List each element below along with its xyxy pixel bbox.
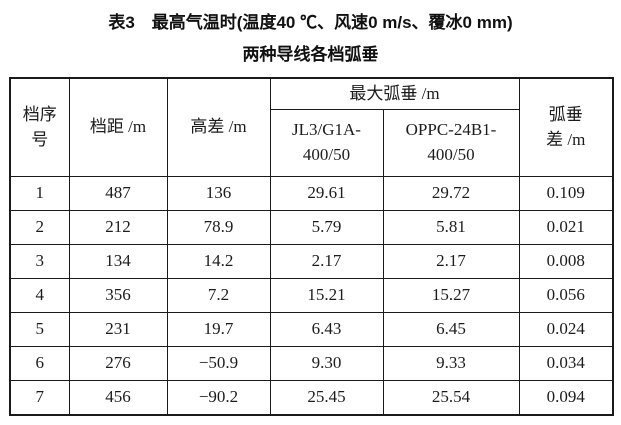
table-cell: 29.61 [269, 176, 384, 211]
table-cell: 3 [9, 244, 70, 279]
header-sag-diff-line1: 弧垂 [548, 104, 583, 124]
header-conductor-oppc-line2: 400/50 [427, 145, 475, 164]
table-cell: 9.33 [382, 346, 520, 381]
table-cell: 6.45 [382, 312, 520, 347]
table-row: 3 134 14.2 2.17 2.17 0.008 [9, 244, 614, 279]
table-cell: 4 [9, 278, 70, 313]
table-cell: 0.056 [518, 278, 614, 313]
table-cell: −90.2 [166, 380, 271, 416]
header-max-sag: 最大弧垂 /m [269, 77, 520, 110]
table-cell: 0.109 [518, 176, 614, 211]
header-conductor-jl3-line2: 400/50 [302, 145, 351, 164]
table-row: 2 212 78.9 5.79 5.81 0.021 [9, 210, 614, 245]
header-conductor-oppc: OPPC-24B1- 400/50 [382, 109, 520, 177]
table-row: 5 231 19.7 6.43 6.45 0.024 [9, 312, 614, 347]
table-cell: 0.034 [518, 346, 614, 381]
table-cell: 136 [166, 176, 271, 211]
header-conductor-oppc-line1: OPPC-24B1- [405, 120, 497, 140]
table-body: 1 487 136 29.61 29.72 0.109 2 212 78.9 5.79 5.81 0.… [9, 176, 614, 416]
header-span-length: 档距 /m [68, 77, 168, 177]
table-cell: 14.2 [166, 244, 271, 279]
table-cell: 231 [68, 312, 168, 347]
table-caption-line2: 两种导线各档弧垂 [242, 45, 379, 64]
table-cell: 2.17 [382, 244, 520, 279]
table-cell: 25.54 [382, 380, 520, 416]
table-cell: 25.45 [269, 380, 384, 416]
table-cell: 78.9 [166, 210, 271, 245]
table-row: 4 356 7.2 15.21 15.27 0.056 [9, 278, 614, 313]
table-cell: 6.43 [269, 312, 384, 347]
header-span-number: 档序 号 [9, 77, 70, 177]
table-row: 1 487 136 29.61 29.72 0.109 [9, 176, 614, 211]
header-row-1: 档序 号 档距 /m 高差 /m 最大弧垂 /m 弧垂 差 /m [9, 77, 614, 177]
table-cell: 0.094 [518, 380, 614, 416]
table-cell: 456 [68, 380, 168, 416]
header-conductor-jl3: JL3/G1A- 400/50 [269, 109, 384, 177]
table-cell: 2.17 [269, 244, 384, 279]
table-cell: 0.008 [518, 244, 614, 279]
table-cell: 9.30 [269, 346, 384, 381]
sag-comparison-table: 档序 号 档距 /m 高差 /m 最大弧垂 /m 弧垂 差 /m JL3/G1A… [9, 77, 615, 416]
table-cell: 5 [9, 312, 70, 347]
header-conductor-jl3-line1: JL3/G1A- [292, 120, 361, 140]
table-cell: 0.021 [518, 210, 614, 245]
table-header: 档序 号 档距 /m 高差 /m 最大弧垂 /m 弧垂 差 /m JL3/G1A… [9, 77, 614, 177]
table-cell: 29.72 [382, 176, 520, 211]
header-span-number-line2: 号 [31, 129, 49, 149]
table-cell: 7.2 [166, 278, 271, 313]
table-cell: 2 [9, 210, 70, 245]
table-cell: 1 [9, 176, 70, 211]
table-caption-line1: 表3 最高气温时(温度40 ℃、风速0 m/s、覆冰0 mm) [108, 13, 513, 32]
table-cell: 15.27 [382, 278, 520, 313]
table-cell: 487 [68, 176, 168, 211]
table-row: 6 276 −50.9 9.30 9.33 0.034 [9, 346, 614, 381]
table-cell: 212 [68, 210, 168, 245]
header-span-number-line1: 档序 [22, 104, 57, 124]
table-cell: 5.79 [269, 210, 384, 245]
table-cell: 7 [9, 380, 70, 416]
header-row-2: JL3/G1A- 400/50 OPPC-24B1- 400/50 [10, 109, 613, 177]
table-cell: 6 [9, 346, 70, 381]
table-cell: 5.81 [382, 210, 520, 245]
table-cell: 276 [68, 346, 168, 381]
header-height-diff: 高差 /m [166, 77, 271, 177]
table-cell: 0.024 [518, 312, 614, 347]
header-sag-diff-line2: 差 /m [546, 129, 586, 149]
header-sag-diff: 弧垂 差 /m [518, 77, 614, 177]
table-cell: 19.7 [166, 312, 271, 347]
table-caption: 表3 最高气温时(温度40 ℃、风速0 m/s、覆冰0 mm) 两种导线各档弧垂 [0, 7, 621, 71]
table-cell: 356 [68, 278, 168, 313]
table-cell: 15.21 [269, 278, 384, 313]
table-cell: −50.9 [166, 346, 271, 381]
table-cell: 134 [68, 244, 168, 279]
table-row: 7 456 −90.2 25.45 25.54 0.094 [9, 380, 614, 416]
